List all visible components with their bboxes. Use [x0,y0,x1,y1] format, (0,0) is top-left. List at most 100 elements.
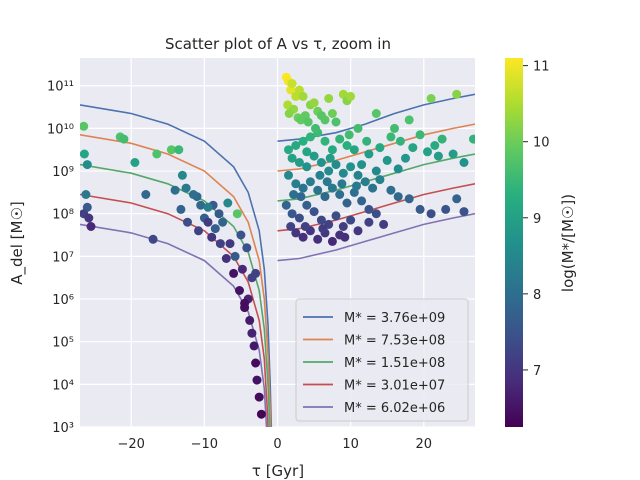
data-point [256,409,266,419]
data-point [316,215,326,225]
colorbar-tick-label: 10 [533,136,550,151]
data-point [210,224,220,234]
data-point [188,190,198,199]
data-point [375,175,385,185]
data-point [177,170,187,180]
data-point [214,209,224,219]
data-point [437,134,447,144]
legend-entry: M* = 1.51e+08 [344,356,445,371]
data-point [395,136,405,146]
data-point [452,194,462,204]
data-point [166,145,176,155]
y-axis-label: A_del [M☉] [8,201,27,285]
data-point [340,232,350,242]
data-point [194,226,203,236]
chart-title: Scatter plot of A vs τ, zoom in [165,35,391,53]
data-point [284,109,294,118]
data-point [331,117,341,127]
x-tick-label: −10 [191,437,218,452]
data-point [203,202,213,212]
grid [80,58,475,428]
data-point [433,151,443,161]
data-point [252,375,262,385]
y-tick-label: 10¹⁰ [47,122,74,137]
colorbar [505,58,523,427]
data-point [382,155,392,165]
data-point [320,192,330,202]
data-point [325,153,335,163]
data-point [469,134,475,144]
data-point [459,207,469,217]
colorbar-ticks: 7 8 9 10 11 [523,60,550,379]
data-point [337,179,347,189]
data-point [313,185,323,195]
data-point [353,123,363,133]
data-point [452,89,462,99]
data-point [346,91,356,101]
data-point [357,160,367,170]
x-tick-label: 0 [273,437,281,452]
data-point [80,149,89,159]
data-point [287,153,297,163]
data-point [335,134,345,144]
data-point [404,115,414,125]
data-point [291,179,301,189]
data-point [309,207,319,217]
data-point [230,251,240,261]
y-tick-label: 10⁸ [52,208,74,223]
data-point [80,121,89,131]
data-point [346,215,356,225]
x-tick-label: −20 [117,437,144,452]
model-curve [277,212,475,262]
legend-entry: M* = 3.76e+09 [344,311,445,326]
data-point [331,160,341,170]
model-curve [80,104,273,427]
data-point [364,204,374,214]
data-point [309,98,319,108]
data-point [371,109,381,118]
data-point [86,222,96,231]
data-point [352,181,361,191]
data-point [390,123,399,133]
data-point [249,341,259,351]
data-point [215,239,225,249]
data-point [324,166,334,176]
x-tick-label: 10 [342,437,359,452]
y-tick-label: 10⁷ [52,250,74,265]
data-point [148,234,158,244]
data-point [313,234,323,244]
data-point [353,170,363,180]
data-point [247,328,257,338]
data-point [183,217,192,227]
data-point [322,177,332,187]
data-point [360,177,370,187]
data-point [130,158,140,167]
data-point [196,200,206,210]
data-point [331,211,341,221]
data-point [430,141,440,150]
data-point [82,160,92,170]
data-point [344,130,354,140]
data-point [408,143,418,153]
data-point [342,141,352,150]
data-point [305,132,315,142]
data-point [181,183,191,193]
data-point [426,209,436,219]
model-curve [80,223,268,427]
x-axis-label: τ [Gyr] [252,462,304,480]
y-tick-label: 10⁵ [52,336,74,351]
data-point [327,109,337,118]
data-point [371,209,381,219]
y-tick-label: 10³ [52,421,74,436]
data-point [236,230,246,240]
y-tick-label: 10⁴ [52,378,74,393]
data-point [242,243,252,253]
data-point [401,153,410,163]
data-point [294,213,304,223]
data-point [320,115,330,125]
data-point [229,268,239,278]
data-point [289,190,299,199]
data-point [203,217,213,227]
data-point [349,145,359,155]
data-point [225,239,235,249]
